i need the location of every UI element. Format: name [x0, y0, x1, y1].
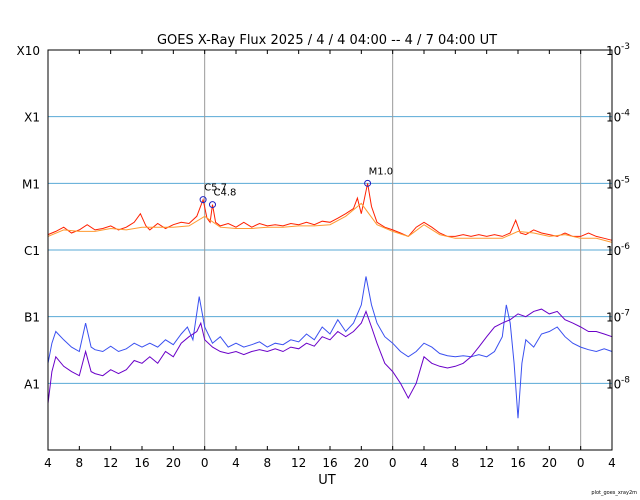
y-left-tick-label: C1: [24, 244, 40, 258]
y-right-exponent: -5: [621, 175, 630, 185]
x-tick-label: 16: [322, 456, 337, 470]
y-right-base: 10: [606, 44, 621, 58]
y-right-tick-label: 10 -4: [606, 109, 630, 125]
series-line-0: [47, 183, 613, 241]
y-left-tick-label: B1: [24, 311, 40, 325]
x-tick-label: 0: [389, 456, 397, 470]
flare-annotations: C5.7C4.8 M1.0: [199, 166, 394, 209]
x-tick-label: 4: [608, 456, 616, 470]
series-line-3: [47, 308, 613, 404]
y-left-tick-label: M1: [22, 177, 40, 191]
x-axis: 4 8 12 16 20 0 4 8 12 16 20 0 4 8 12 16 20 0 4: [44, 50, 616, 470]
x-tick-label: 12: [103, 456, 118, 470]
footer-label: plot_goes_xray2m: [591, 490, 637, 496]
x-tick-label: 16: [510, 456, 525, 470]
y-axis-right: 10-310-410-510-610-710-8: [606, 42, 630, 391]
x-tick-label: 20: [354, 456, 369, 470]
x-tick-label: 12: [479, 456, 494, 470]
y-right-base: 10: [606, 177, 621, 191]
series-layer: [47, 183, 613, 419]
y-left-tick-label: A1: [24, 377, 40, 391]
y-right-base: 10: [606, 111, 621, 125]
series-line-1: [47, 202, 613, 243]
chart-title: GOES X-Ray Flux 2025 / 4 / 4 04:00 -- 4 …: [157, 33, 497, 48]
x-tick-label: 0: [577, 456, 585, 470]
y-right-tick-label: 10 -7: [606, 309, 630, 325]
x-tick-label: 4: [420, 456, 428, 470]
flare-label: M1.0: [369, 166, 394, 177]
y-right-exponent: -3: [621, 42, 630, 52]
flare-marker: [199, 196, 207, 204]
x-tick-label: 16: [134, 456, 149, 470]
series-line-2: [47, 276, 613, 419]
y-right-exponent: -8: [621, 375, 630, 385]
x-axis-label: UT: [318, 473, 336, 488]
flare-label: C5.7: [204, 183, 227, 194]
x-tick-label: 4: [44, 456, 52, 470]
y-right-tick-label: 10 -3: [606, 42, 630, 58]
y-right-tick-label: 10 -5: [606, 175, 630, 191]
flare-label: C4.8: [214, 188, 237, 199]
y-right-base: 10: [606, 244, 621, 258]
y-right-base: 10: [606, 311, 621, 325]
x-tick-label: 8: [452, 456, 460, 470]
x-tick-label: 4: [232, 456, 240, 470]
x-tick-label: 0: [201, 456, 209, 470]
y-right-tick-label: 10 -6: [606, 242, 630, 258]
x-tick-label: 20: [542, 456, 557, 470]
y-axis-left: X10 X1 M1 C1 B1 A1: [17, 44, 41, 391]
x-tick-label: 8: [264, 456, 272, 470]
y-right-tick-label: 10 -8: [606, 375, 630, 391]
grid: [48, 50, 612, 450]
y-right-base: 10: [606, 377, 621, 391]
x-tick-label: 8: [76, 456, 84, 470]
x-tick-label: 12: [291, 456, 306, 470]
y-right-exponent: -6: [621, 242, 630, 252]
flare-marker: [364, 179, 372, 187]
y-right-exponent: -4: [621, 109, 630, 119]
flare-marker: [209, 201, 216, 209]
y-left-tick-label: X1: [24, 111, 40, 125]
x-tick-label: 20: [166, 456, 181, 470]
y-right-exponent: -7: [621, 309, 630, 319]
y-left-tick-label: X10: [17, 44, 41, 58]
